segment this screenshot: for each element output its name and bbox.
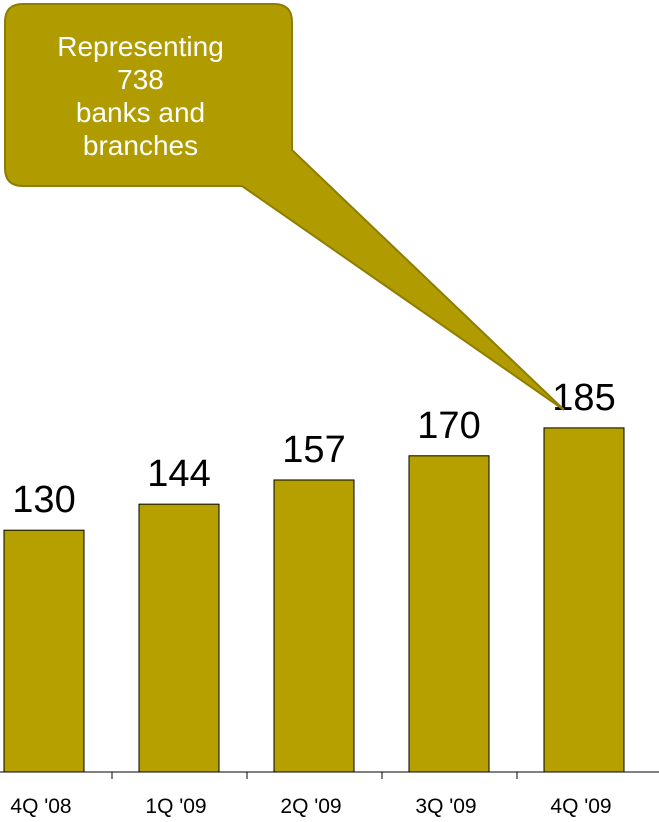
callout-bubble (4, 3, 565, 411)
value-label: 130 (12, 479, 75, 521)
callout-text: Representing 738 banks and branches (57, 31, 224, 161)
x-tick-label: 2Q '09 (280, 795, 341, 818)
bar (408, 455, 490, 773)
callout (4, 3, 565, 411)
x-tick-label: 4Q '09 (550, 795, 611, 818)
x-tick-label: 1Q '09 (145, 795, 206, 818)
value-label: 144 (147, 453, 210, 495)
value-label: 170 (417, 405, 480, 447)
bar (273, 479, 355, 773)
x-tick-labels: 4Q '08 1Q '09 2Q '09 3Q '09 4Q '09 (10, 772, 612, 818)
bar (543, 427, 625, 773)
x-tick-label: 3Q '09 (415, 795, 476, 818)
value-label: 157 (282, 429, 345, 471)
value-labels: 130 144 157 170 185 (12, 377, 615, 521)
bars (3, 427, 625, 773)
x-tick-label: 4Q '08 (10, 795, 71, 818)
bar (138, 503, 220, 773)
bar (3, 529, 85, 773)
value-label: 185 (552, 377, 615, 419)
